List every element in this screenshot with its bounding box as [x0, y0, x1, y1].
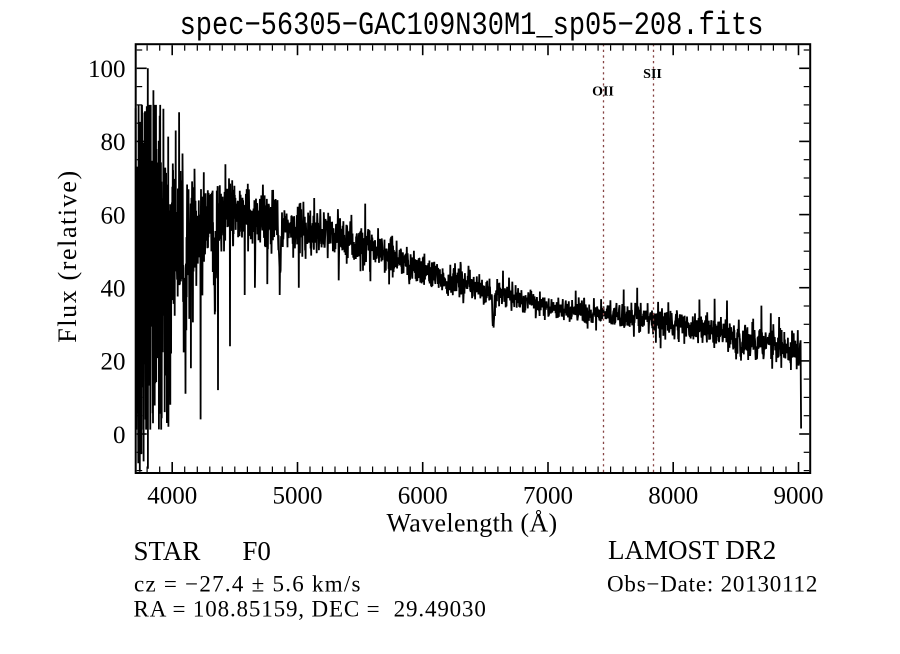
svg-text:Flux (relative): Flux (relative)	[53, 169, 82, 342]
svg-text:0: 0	[113, 422, 126, 449]
svg-text:40: 40	[101, 276, 126, 303]
svg-text:8000: 8000	[648, 482, 698, 509]
svg-text:STAR: STAR	[134, 536, 201, 566]
svg-text:5000: 5000	[273, 482, 323, 509]
svg-text:F0: F0	[242, 536, 271, 566]
svg-text:20: 20	[101, 349, 126, 376]
svg-text:7000: 7000	[523, 482, 573, 509]
svg-text:OII: OII	[592, 85, 614, 100]
svg-text:60: 60	[101, 202, 126, 229]
svg-text:Obs−Date: 20130112: Obs−Date: 20130112	[607, 572, 818, 597]
svg-text:LAMOST DR2: LAMOST DR2	[608, 535, 776, 565]
svg-text:Wavelength (Å): Wavelength (Å)	[386, 509, 557, 538]
svg-text:RA = 108.85159, DEC = 29.4903: RA = 108.85159, DEC = 29.49030	[134, 597, 487, 622]
svg-text:cz = −27.4 ± 5.6 km/s: cz = −27.4 ± 5.6 km/s	[134, 572, 362, 597]
svg-text:spec−56305−GAC109N30M1_sp05−20: spec−56305−GAC109N30M1_sp05−208.fits	[180, 7, 764, 44]
svg-text:80: 80	[101, 129, 126, 156]
svg-text:9000: 9000	[774, 482, 824, 509]
svg-text:SII: SII	[643, 67, 662, 82]
svg-text:100: 100	[88, 56, 126, 83]
svg-text:4000: 4000	[147, 482, 197, 509]
svg-text:6000: 6000	[398, 482, 448, 509]
